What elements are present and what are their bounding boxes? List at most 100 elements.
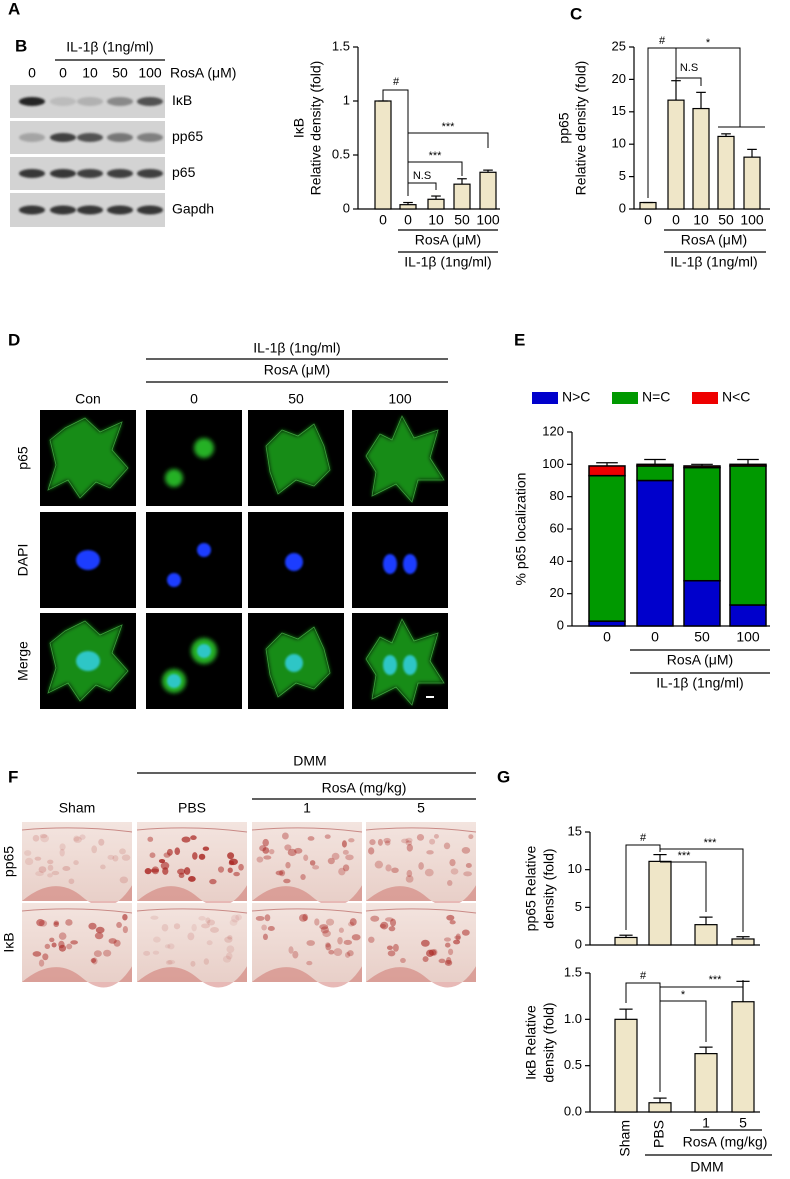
lane-label: 100	[138, 65, 162, 81]
significance-label: ***	[704, 837, 718, 849]
cell-body	[366, 416, 444, 502]
chondrocyte	[24, 857, 34, 866]
x-tick-label: 0	[603, 629, 611, 645]
y-tick-label: 0.5	[332, 146, 350, 161]
chondrocyte	[351, 934, 361, 941]
chondrocyte	[342, 849, 349, 855]
chondrocyte	[450, 868, 459, 875]
significance-label: #	[640, 970, 647, 982]
x-tick-label: 0	[672, 212, 680, 228]
chondrocyte	[73, 860, 79, 866]
tissue-edge	[251, 908, 363, 914]
bar	[694, 924, 718, 946]
cell-body	[165, 469, 183, 487]
x-tick-label: 0	[651, 629, 659, 645]
cell-body	[365, 618, 445, 706]
bar	[667, 99, 685, 210]
chondrocyte	[144, 868, 152, 875]
histology-image	[252, 822, 362, 901]
group-label: RosA (μM)	[667, 652, 733, 668]
bar-segment	[683, 465, 721, 469]
significance-label: #	[640, 832, 647, 844]
bar-segment	[683, 466, 721, 582]
histology-image	[252, 903, 362, 982]
chondrocyte	[338, 927, 344, 933]
chondrocyte	[202, 846, 210, 851]
chondrocyte	[164, 944, 171, 949]
micrograph	[352, 512, 448, 608]
bone-region	[137, 966, 247, 988]
chondrocyte	[58, 932, 67, 940]
significance-bracket	[647, 47, 677, 198]
chondrocyte	[279, 869, 286, 877]
chondrocyte	[116, 921, 122, 928]
x-tick-label: 0	[379, 212, 387, 228]
y-axis-title: Relative density (fold)	[308, 61, 324, 196]
bar	[399, 204, 417, 210]
chondrocyte	[406, 869, 413, 878]
chondrocyte	[161, 923, 169, 932]
column-label: 0	[190, 391, 198, 407]
chondrocyte	[73, 836, 82, 843]
panel-label: A	[8, 0, 20, 18]
blot-band	[137, 205, 163, 215]
chondrocyte	[73, 835, 80, 842]
treatment-label: DMM	[293, 753, 326, 769]
chondrocyte	[368, 936, 375, 943]
column-label: Con	[75, 391, 101, 407]
chondrocyte	[47, 864, 54, 871]
chondrocyte	[380, 921, 389, 930]
bar	[614, 936, 638, 946]
chondrocyte	[150, 915, 159, 920]
x-tick-label: 1	[702, 1115, 710, 1131]
chondrocyte	[201, 923, 210, 929]
panel-label: C	[570, 4, 582, 23]
bar	[614, 1018, 638, 1113]
chondrocyte	[343, 939, 353, 945]
histology-image	[137, 822, 247, 901]
chondrocyte	[119, 876, 129, 884]
chondrocyte	[303, 854, 309, 861]
significance-label: N.S	[413, 170, 431, 182]
chondrocyte	[93, 950, 102, 957]
bar	[374, 100, 392, 210]
blot-label: pp65	[172, 128, 203, 144]
chondrocyte	[348, 921, 355, 927]
blot-band	[50, 205, 76, 215]
chondrocyte	[418, 862, 424, 870]
blot-band	[77, 205, 103, 215]
chondrocyte	[392, 943, 399, 952]
column-label: 50	[288, 391, 304, 407]
y-tick-label: 20	[550, 585, 564, 600]
chondrocyte	[68, 878, 75, 885]
y-axis-title: pp65	[556, 112, 572, 143]
bar-segment	[636, 479, 674, 627]
nucleus	[285, 553, 303, 571]
chondrocyte	[224, 936, 233, 943]
cell-body	[266, 424, 330, 494]
blot-band	[77, 97, 103, 106]
chondrocyte	[438, 958, 446, 964]
column-label: Sham	[59, 800, 96, 816]
significance-label: #	[393, 76, 400, 88]
chondrocyte	[35, 871, 44, 877]
chondrocyte	[183, 867, 191, 875]
nucleus	[403, 655, 417, 675]
column-label: 5	[417, 800, 425, 816]
chondrocyte	[103, 949, 112, 957]
chondrocyte	[292, 950, 299, 959]
bar-segment	[729, 604, 767, 627]
x-tick-label: 0	[644, 212, 652, 228]
blot-band	[50, 133, 76, 142]
chondrocyte	[348, 838, 355, 843]
chondrocyte	[327, 857, 335, 865]
chondrocyte	[58, 940, 65, 949]
chondrocyte	[384, 840, 391, 846]
chondrocyte	[40, 834, 49, 843]
chondrocyte	[174, 847, 181, 856]
chondrocyte	[324, 834, 331, 839]
chondrocyte	[198, 853, 206, 860]
row-label: DAPI	[15, 544, 31, 577]
y-tick-label: 0.5	[564, 1057, 582, 1072]
significance-bracket	[660, 1000, 707, 1042]
